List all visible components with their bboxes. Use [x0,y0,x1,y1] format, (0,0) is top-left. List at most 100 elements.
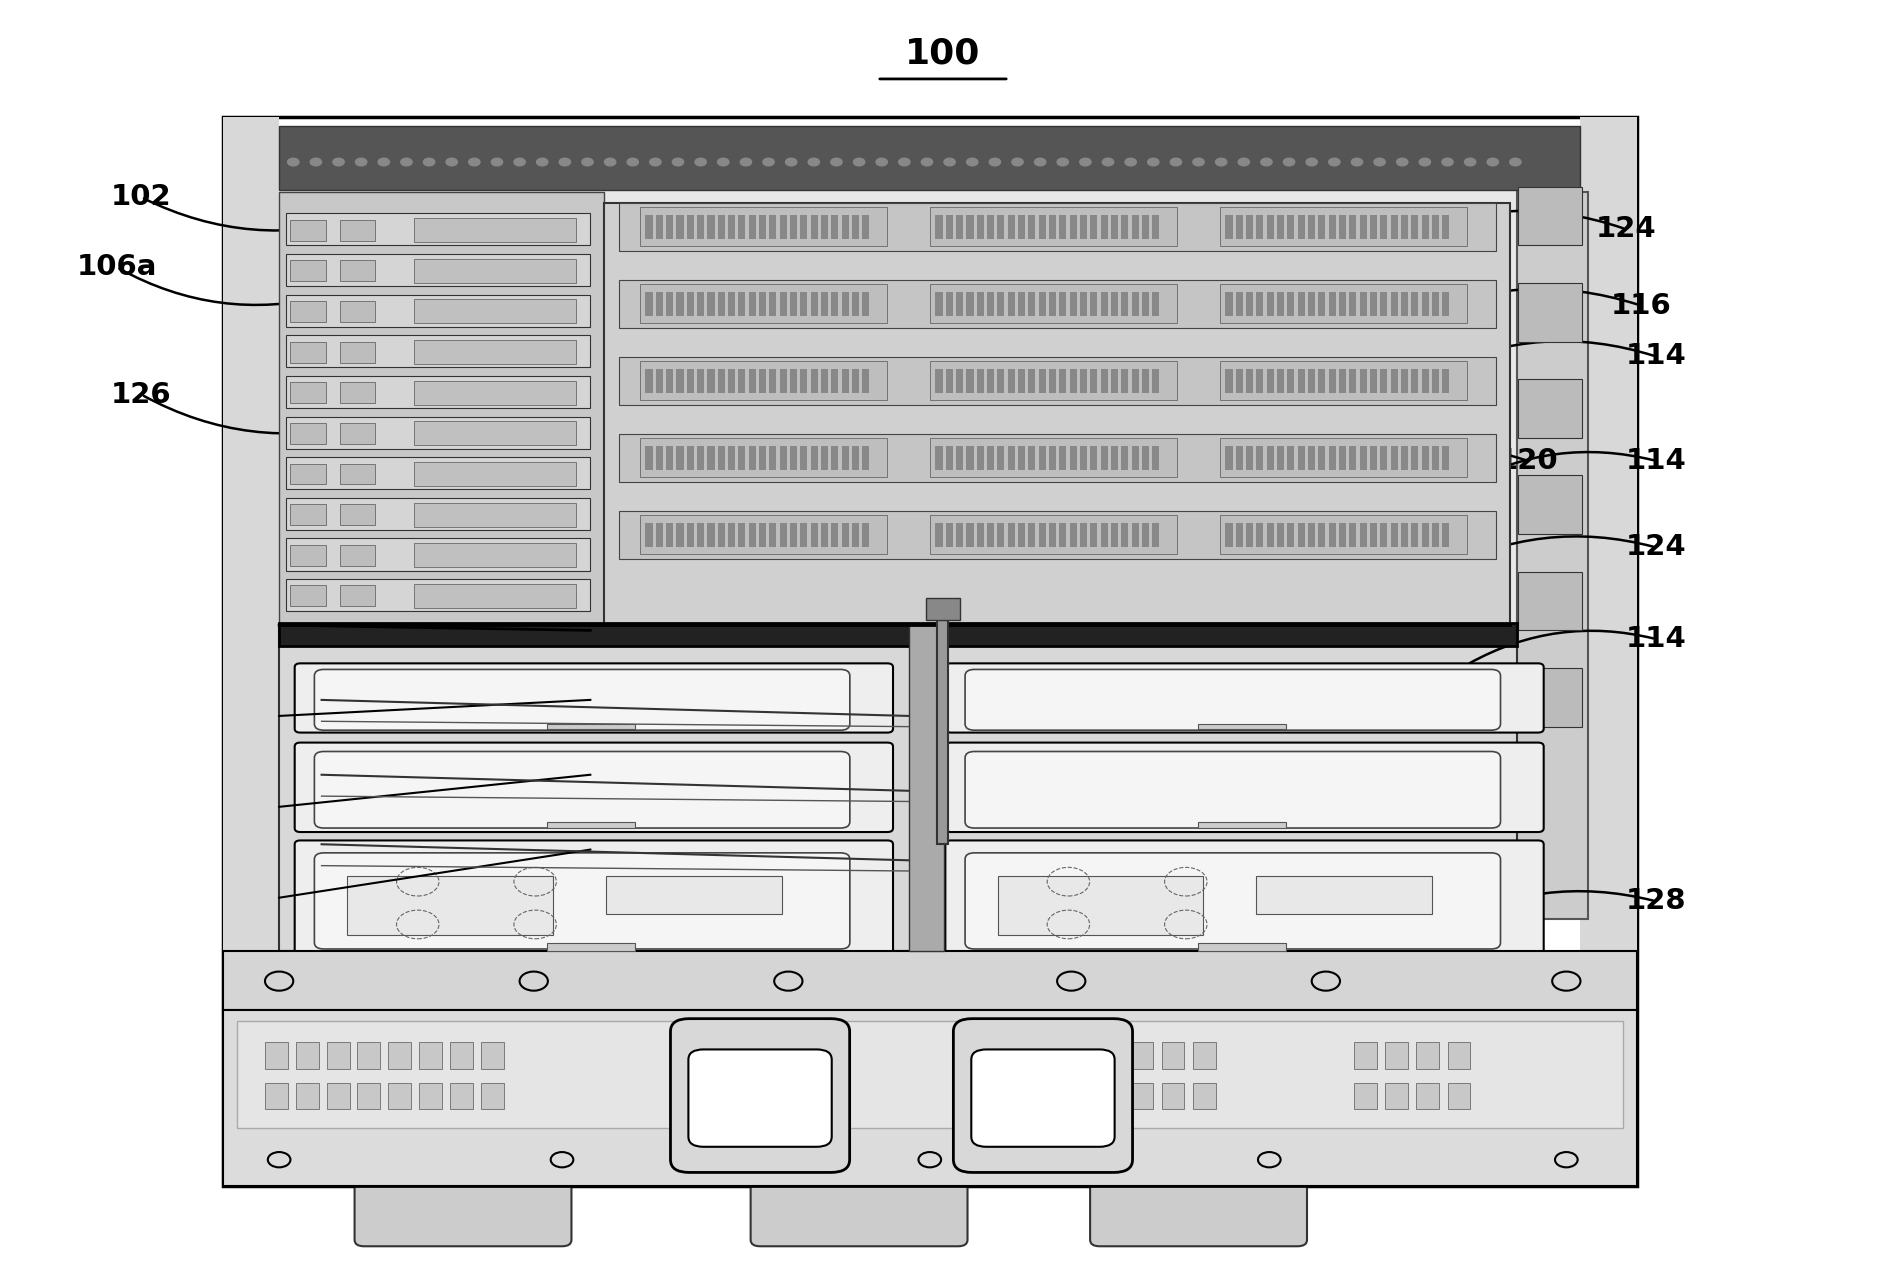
Bar [1141,523,1149,546]
Bar [1277,292,1284,316]
Bar [1390,215,1398,239]
Bar [811,215,819,239]
Bar [1354,1043,1377,1069]
Bar [1443,369,1448,393]
Circle shape [1194,158,1203,165]
Bar [1132,446,1139,470]
Bar [758,369,766,393]
Bar [728,523,736,546]
Bar [1069,523,1077,546]
Bar [698,215,703,239]
Bar [347,876,553,936]
Bar [1028,292,1035,316]
Bar [1247,292,1252,316]
Bar [749,523,756,546]
Circle shape [739,158,751,165]
Circle shape [920,158,932,165]
Bar [1060,369,1066,393]
Bar [687,369,694,393]
Bar [719,523,724,546]
Bar [790,215,798,239]
Bar [677,292,683,316]
Bar [1318,369,1326,393]
Circle shape [1282,158,1294,165]
Bar [1277,446,1284,470]
Bar [1309,369,1315,393]
Bar [1339,292,1347,316]
Bar [749,215,756,239]
Bar [832,446,839,470]
Circle shape [1465,158,1475,165]
Bar [1081,446,1086,470]
Bar [1226,215,1233,239]
Bar [1007,446,1015,470]
Bar [296,1083,319,1110]
Bar [238,1021,1622,1128]
Bar [1348,215,1356,239]
Circle shape [1149,158,1158,165]
Bar [852,292,858,316]
Bar [749,369,756,393]
Bar [1422,215,1430,239]
Bar [1339,369,1347,393]
Circle shape [468,158,481,165]
Bar [1422,292,1430,316]
Bar [1101,292,1107,316]
Circle shape [1420,158,1431,165]
Bar [728,369,736,393]
Bar [832,292,839,316]
Bar [1069,369,1077,393]
Text: 120: 120 [1497,447,1558,475]
Bar [1277,215,1284,239]
Bar [287,416,590,448]
Bar [998,523,1005,546]
Bar [1580,117,1637,1186]
Bar [1060,292,1066,316]
Bar [945,369,952,393]
Bar [287,376,590,407]
Bar [1309,292,1315,316]
Bar [1132,1043,1154,1069]
Bar [1339,215,1347,239]
Bar [1152,292,1160,316]
Bar [413,462,577,486]
Bar [1039,292,1045,316]
Bar [832,215,839,239]
Bar [451,1083,473,1110]
Bar [1443,446,1448,470]
Bar [1069,292,1077,316]
Circle shape [945,158,956,165]
Bar [1369,369,1377,393]
Bar [547,724,636,728]
Bar [1277,369,1284,393]
Bar [1298,292,1305,316]
Bar [769,446,777,470]
Bar [790,292,798,316]
Circle shape [990,158,1001,165]
Bar [290,261,326,281]
Bar [264,1043,287,1069]
Bar [639,207,886,246]
Circle shape [377,158,390,165]
Bar [687,446,694,470]
Bar [1256,215,1264,239]
Bar [769,523,777,546]
Bar [1369,446,1377,470]
Bar [1049,446,1056,470]
Bar [930,438,1177,477]
Bar [1235,446,1243,470]
FancyBboxPatch shape [670,1018,849,1172]
Circle shape [1350,158,1362,165]
Bar [1069,215,1077,239]
Bar [977,215,984,239]
Circle shape [649,158,660,165]
Bar [287,538,590,570]
Bar [1132,1083,1154,1110]
Bar [1369,215,1377,239]
Bar [945,446,952,470]
Bar [1235,523,1243,546]
Circle shape [1509,158,1520,165]
Bar [1081,369,1086,393]
FancyBboxPatch shape [294,840,894,955]
Bar [687,292,694,316]
